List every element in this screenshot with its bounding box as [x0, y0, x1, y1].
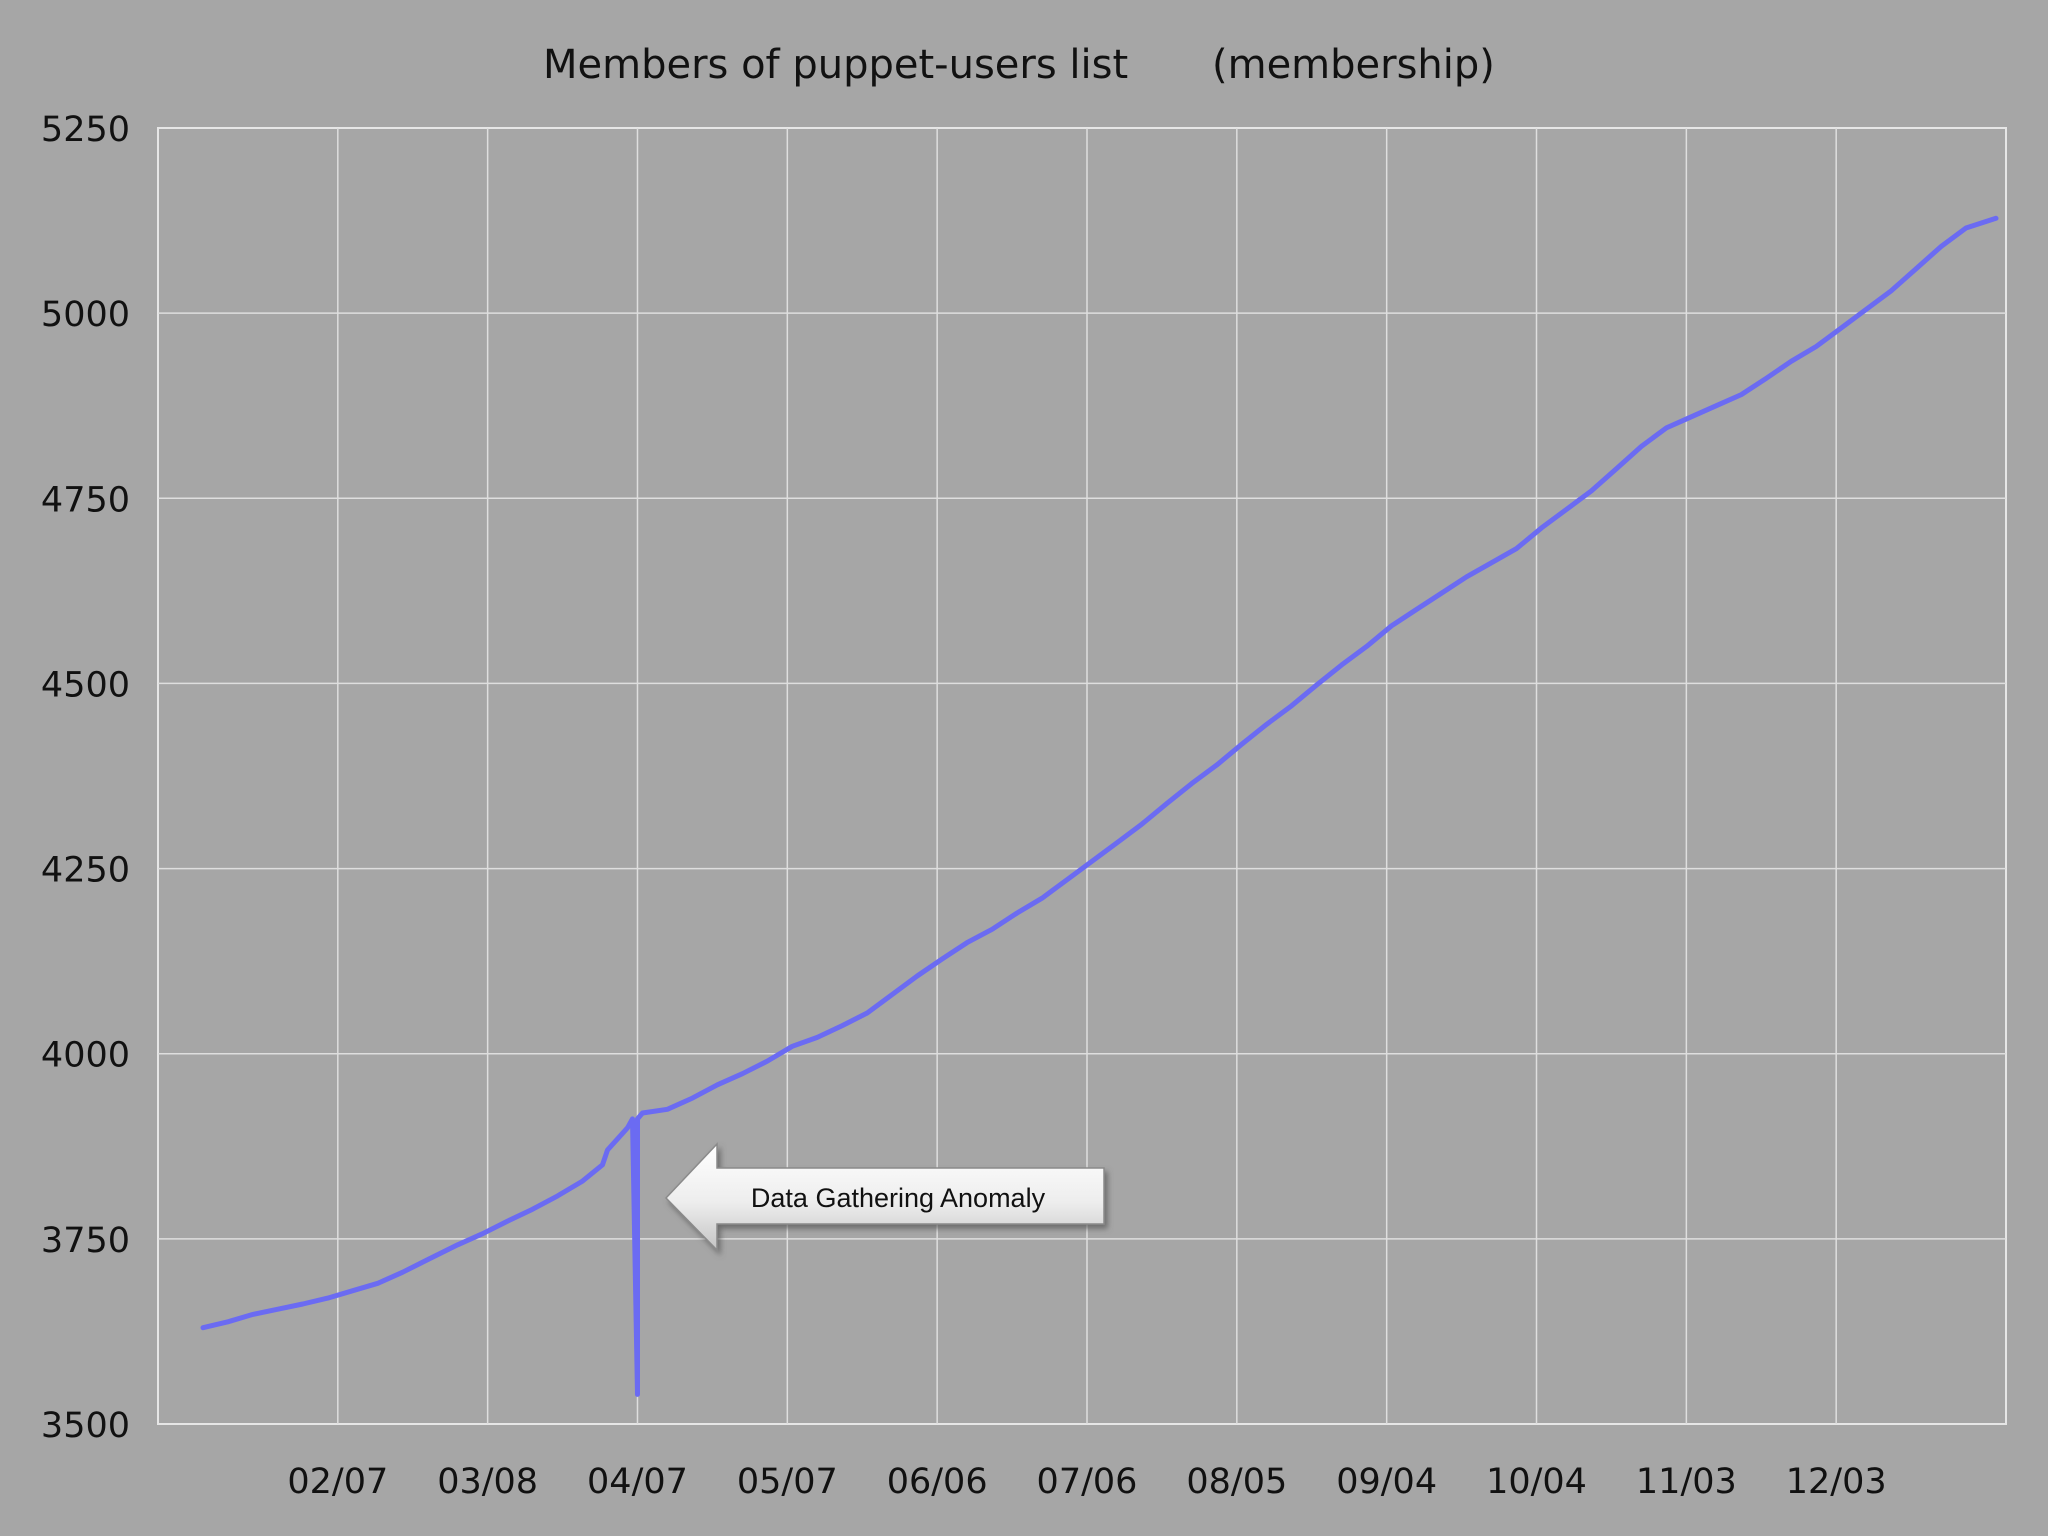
x-tick-label: 02/07	[287, 1462, 388, 1502]
x-tick-label: 04/07	[587, 1462, 688, 1502]
x-tick-label: 08/05	[1186, 1462, 1287, 1502]
x-tick-label: 07/06	[1037, 1462, 1138, 1502]
x-tick-label: 03/08	[437, 1462, 538, 1502]
x-axis: 02/07 03/08 04/07 05/07 06/06 07/06 08/05 09/04…	[287, 1462, 1886, 1502]
y-tick-label: 4250	[41, 851, 130, 891]
series-layer	[200, 215, 1999, 1397]
callout-label: Data Gathering Anomaly	[751, 1183, 1046, 1213]
x-tick-label: 12/03	[1786, 1462, 1887, 1502]
x-tick-label: 06/06	[887, 1462, 988, 1502]
chart-title: Members of puppet-users list	[543, 42, 1128, 88]
y-tick-label: 4750	[41, 480, 130, 520]
chart-subtitle: (membership)	[1212, 42, 1495, 88]
y-tick-label: 3750	[41, 1221, 130, 1261]
callout-arrow-shape	[664, 1142, 1105, 1252]
y-tick-label: 4500	[41, 665, 130, 705]
y-tick-label: 3500	[41, 1406, 130, 1446]
x-tick-label: 09/04	[1336, 1462, 1437, 1502]
y-axis: 3500 3750 4000 4250 4500 4750 5000 5250	[41, 110, 130, 1446]
plot-area	[157, 127, 2007, 1425]
grid-lines	[158, 128, 2006, 1424]
y-tick-label: 5000	[41, 295, 130, 335]
x-tick-label: 10/04	[1486, 1462, 1587, 1502]
x-tick-label: 05/07	[737, 1462, 838, 1502]
series-line	[200, 215, 1999, 1397]
x-tick-label: 11/03	[1636, 1462, 1737, 1502]
anomaly-callout: Data Gathering Anomaly	[664, 1142, 1105, 1252]
y-tick-label: 4000	[41, 1036, 130, 1076]
y-tick-label: 5250	[41, 110, 130, 150]
